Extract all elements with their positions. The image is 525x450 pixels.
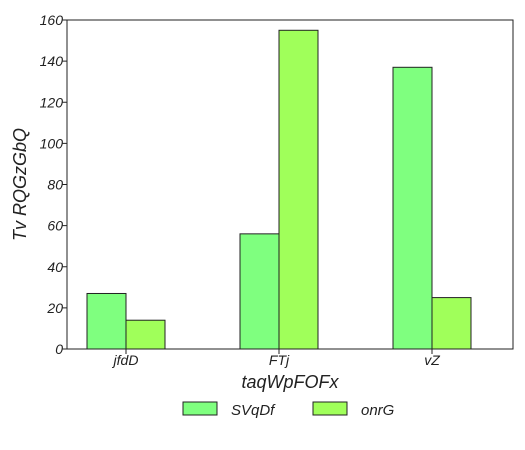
bar-onrG-FTj (278, 29, 319, 350)
legend-swatch-onrG (312, 401, 348, 416)
bar-SVqDf-vZ (392, 66, 433, 350)
y-axis-ticks: 0 20 40 60 80 100 120 140 160 (40, 12, 67, 357)
y-tick-label: 160 (40, 12, 64, 28)
y-tick-label: 60 (47, 218, 63, 234)
y-tick-label: 100 (40, 135, 64, 151)
bars-group (86, 29, 472, 350)
y-tick-label: 140 (40, 53, 64, 69)
x-tick-label: jfdD (112, 352, 139, 368)
legend-label-onrG: onrG (361, 402, 395, 419)
y-tick-label: 0 (55, 341, 63, 357)
x-tick-label: FTj (269, 352, 290, 368)
y-tick-label: 80 (47, 177, 63, 193)
x-axis-ticks: jfdD FTj vZ (112, 349, 440, 368)
bar-SVqDf-FTj (239, 233, 280, 350)
bar-onrG-vZ (431, 297, 472, 350)
x-axis-label: taqWpFOFx (241, 372, 339, 392)
x-tick-label: vZ (424, 352, 440, 368)
y-axis-label: Tv RQGzGbQ (10, 128, 30, 241)
legend: SVqDf onrG (182, 401, 395, 419)
bar-SVqDf-jfdD (86, 292, 127, 350)
legend-label-SVqDf: SVqDf (231, 402, 276, 419)
bar-onrG-jfdD (125, 319, 166, 350)
legend-swatch-SVqDf (182, 401, 218, 416)
y-tick-label: 40 (47, 259, 63, 275)
y-tick-label: 20 (46, 300, 63, 316)
y-tick-label: 120 (40, 94, 64, 110)
